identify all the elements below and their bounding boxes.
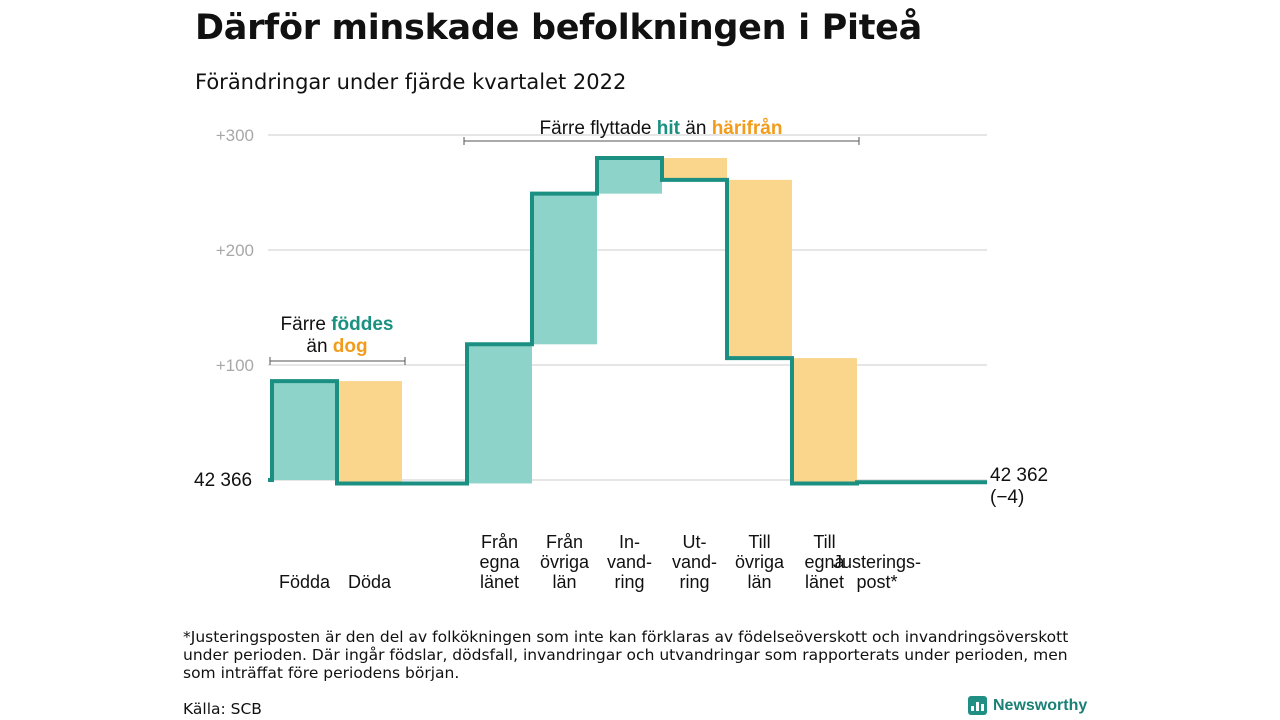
page-subtitle: Förändringar under fjärde kvartalet 2022 — [195, 70, 627, 94]
category-label: länet — [480, 572, 519, 592]
waterfall-bar — [662, 158, 727, 180]
category-label: Justerings- — [833, 552, 921, 572]
category-label: Födda — [279, 572, 331, 592]
y-tick-label: +200 — [216, 241, 254, 260]
end-value-label: 42 362 — [990, 465, 1048, 486]
category-label: län — [747, 572, 771, 592]
end-change-label: (−4) — [990, 487, 1024, 508]
waterfall-bar — [727, 179, 792, 359]
waterfall-bar — [532, 193, 597, 345]
category-label: övriga — [540, 552, 590, 572]
category-label: län — [552, 572, 576, 592]
category-label: egna — [479, 552, 520, 572]
category-labels: Födda DödaFrånegnalänetFrånövrigalänIn-va… — [279, 532, 921, 592]
category-label: vand- — [672, 552, 717, 572]
waterfall-bar — [272, 381, 337, 480]
footnote: *Justeringsposten är den del av folkökni… — [183, 628, 1069, 682]
category-label: ring — [614, 572, 644, 592]
waterfall-bar — [792, 358, 857, 484]
newsworthy-logo-icon — [968, 696, 987, 715]
brand-logo: Newsworthy — [968, 696, 1087, 715]
grid-lines: +100 +200 +300 — [216, 126, 987, 481]
category-label: vand- — [607, 552, 652, 572]
step-line — [268, 156, 987, 486]
svg-text:än dog: än dog — [306, 336, 367, 357]
migration-annotation: Färre flyttade hit än härifrån — [463, 118, 860, 145]
category-label: Till — [748, 532, 770, 552]
cumulative-step-line — [268, 156, 987, 486]
category-label: Till — [813, 532, 835, 552]
category-label: Från — [481, 532, 518, 552]
category-label: egna — [804, 552, 845, 572]
source-text: Källa: SCB — [183, 700, 262, 718]
y-tick-label: +300 — [216, 126, 254, 145]
waterfall-bar — [597, 158, 662, 194]
bars — [272, 158, 887, 484]
births-deaths-annotation: Färre föddes än dog — [269, 314, 406, 365]
waterfall-chart: +100+200+300 Födda DödaFrånegnalänetFrånö… — [194, 118, 1048, 592]
category-label: In- — [619, 532, 640, 552]
waterfall-bar — [337, 381, 402, 484]
svg-text:Färre flyttade hit än härifrån: Färre flyttade hit än härifrån — [540, 118, 783, 139]
category-label: post* — [856, 572, 897, 592]
waterfall-bar — [467, 344, 532, 484]
category-label: övriga — [735, 552, 785, 572]
y-tick-label: +100 — [216, 356, 254, 375]
category-label: länet — [805, 572, 844, 592]
page-title: Därför minskade befolkningen i Piteå — [195, 8, 922, 48]
category-label: ring — [679, 572, 709, 592]
start-value-label: 42 366 — [194, 470, 252, 491]
svg-text:Färre föddes: Färre föddes — [281, 314, 394, 335]
category-label: Döda — [348, 572, 392, 592]
category-label: Ut- — [683, 532, 707, 552]
category-label: Från — [546, 532, 583, 552]
brand-name: Newsworthy — [993, 696, 1088, 714]
